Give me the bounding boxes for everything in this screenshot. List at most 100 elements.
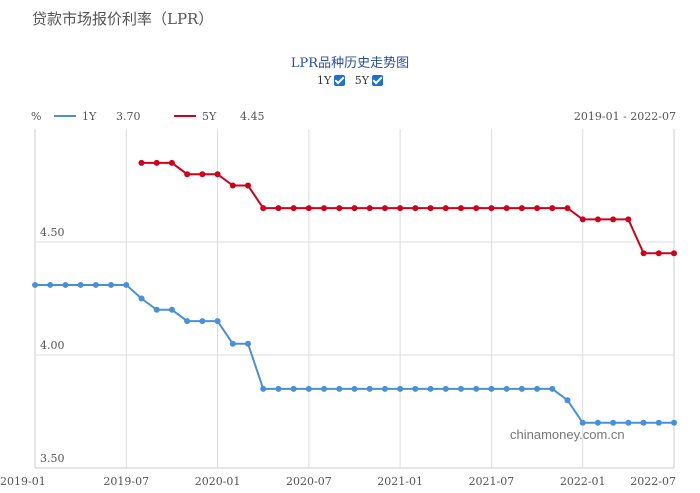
data-point-1y xyxy=(412,385,419,392)
data-point-1y xyxy=(138,295,145,302)
chart-title: LPR品种历史走势图 xyxy=(290,56,410,71)
data-point-1y xyxy=(275,385,282,392)
toggle-5y-label: 5Y xyxy=(354,74,370,87)
series-layer xyxy=(32,159,677,426)
data-point-5y xyxy=(321,205,328,212)
axes: 3.50 4.00 4.50 2019-01 2019-07 2020-01 2020-07… xyxy=(0,226,676,488)
checkbox-icon[interactable] xyxy=(372,75,384,86)
series-line-1y xyxy=(35,283,674,424)
data-point-1y xyxy=(366,385,373,392)
data-point-5y xyxy=(610,216,617,223)
date-range: 2019-01 - 2022-07 xyxy=(574,110,676,123)
data-point-1y xyxy=(549,385,556,392)
data-point-1y xyxy=(625,419,632,426)
data-point-5y xyxy=(655,250,662,257)
data-point-1y xyxy=(381,385,388,392)
data-point-1y xyxy=(199,318,206,325)
data-point-1y xyxy=(92,281,99,288)
data-point-5y xyxy=(153,159,160,166)
data-point-1y xyxy=(153,306,160,313)
data-point-5y xyxy=(412,205,419,212)
legend-5y-value: 4.45 xyxy=(240,110,265,123)
data-point-5y xyxy=(184,171,191,178)
y-tick-label: 4.00 xyxy=(40,339,65,352)
data-point-5y xyxy=(397,205,404,212)
data-point-1y xyxy=(108,281,115,288)
data-point-5y xyxy=(290,205,297,212)
data-point-5y xyxy=(229,182,236,189)
data-point-1y xyxy=(671,419,677,426)
data-point-1y xyxy=(488,385,495,392)
data-point-1y xyxy=(321,385,328,392)
data-point-1y xyxy=(32,281,38,288)
data-point-1y xyxy=(655,419,662,426)
page-header: 贷款市场报价利率（LPR） xyxy=(32,10,214,28)
data-point-5y xyxy=(594,216,601,223)
data-point-1y xyxy=(168,306,175,313)
data-point-1y xyxy=(610,419,617,426)
x-tick-label: 2020-01 xyxy=(195,475,241,488)
data-point-1y xyxy=(534,385,541,392)
watermark: chinamoney.com.cn xyxy=(510,427,625,442)
data-point-5y xyxy=(260,205,267,212)
toggle-1y-label: 1Y xyxy=(316,74,332,87)
data-point-5y xyxy=(168,159,175,166)
checkbox-icon[interactable] xyxy=(334,75,346,86)
data-point-5y xyxy=(625,216,632,223)
data-point-5y xyxy=(534,205,541,212)
toggle-5y[interactable]: 5Y xyxy=(354,74,384,87)
data-point-1y xyxy=(458,385,464,392)
data-point-1y xyxy=(184,318,191,325)
x-tick-label: 2019-01 xyxy=(0,475,46,488)
legend-1y-value: 3.70 xyxy=(116,110,141,123)
data-point-1y xyxy=(214,318,221,325)
data-point-5y xyxy=(427,205,434,212)
legend-1y-name: 1Y xyxy=(82,110,97,123)
legend: % 1Y 3.70 5Y 4.45 2019-01 - 2022-07 xyxy=(31,110,676,123)
data-point-1y xyxy=(594,419,601,426)
data-point-5y xyxy=(366,205,373,212)
x-tick-label: 2020-07 xyxy=(286,475,332,488)
data-point-5y xyxy=(305,205,312,212)
data-point-1y xyxy=(427,385,434,392)
data-point-1y xyxy=(290,385,297,392)
data-point-1y xyxy=(305,385,312,392)
data-point-5y xyxy=(503,205,510,212)
data-point-5y xyxy=(336,205,343,212)
toggle-1y[interactable]: 1Y xyxy=(316,74,346,87)
data-point-1y xyxy=(336,385,343,392)
y-tick-label: 3.50 xyxy=(40,452,65,465)
grid-lines xyxy=(34,129,675,469)
data-point-1y xyxy=(518,385,525,392)
data-point-5y xyxy=(214,171,221,178)
data-point-5y xyxy=(138,159,145,166)
data-point-1y xyxy=(640,419,647,426)
data-point-5y xyxy=(275,205,282,212)
data-point-1y xyxy=(442,385,449,392)
data-point-5y xyxy=(518,205,525,212)
data-point-1y xyxy=(260,385,267,392)
data-point-5y xyxy=(488,205,495,212)
unit-label: % xyxy=(31,110,41,123)
data-point-1y xyxy=(473,385,480,392)
data-point-1y xyxy=(503,385,510,392)
x-tick-label: 2022-01 xyxy=(560,475,606,488)
x-tick-label: 2022-07 xyxy=(630,475,676,488)
data-point-5y xyxy=(549,205,556,212)
data-point-5y xyxy=(564,205,571,212)
data-point-5y xyxy=(458,205,464,212)
x-tick-label: 2019-07 xyxy=(103,475,149,488)
series-toggles: 1Y 5Y xyxy=(0,74,700,87)
data-point-5y xyxy=(381,205,388,212)
data-point-1y xyxy=(77,281,84,288)
data-point-1y xyxy=(62,281,69,288)
data-point-5y xyxy=(442,205,449,212)
data-point-1y xyxy=(579,419,586,426)
y-tick-label: 4.50 xyxy=(40,226,65,239)
data-point-1y xyxy=(229,340,236,347)
x-tick-label: 2021-01 xyxy=(377,475,423,488)
data-point-5y xyxy=(579,216,586,223)
data-point-1y xyxy=(47,281,54,288)
data-point-5y xyxy=(199,171,206,178)
